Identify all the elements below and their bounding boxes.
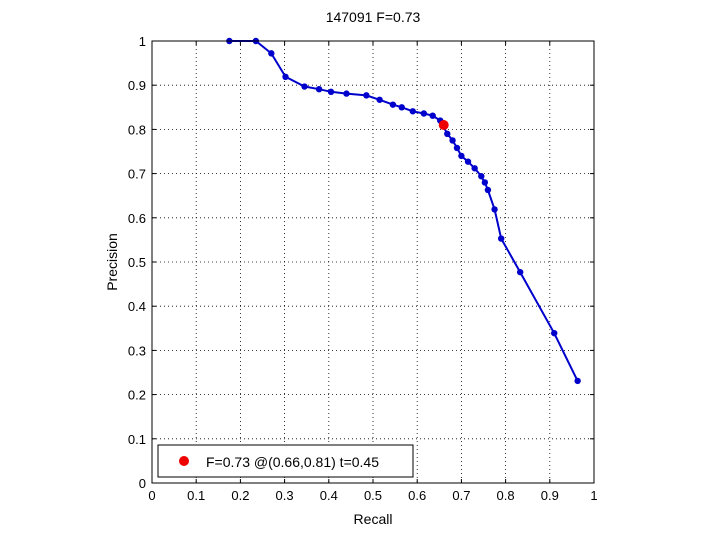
x-tick-label: 0.2 [231,488,249,503]
x-tick-label: 0.3 [276,488,294,503]
pr-point [551,329,558,337]
y-tick-label: 1 [139,34,146,49]
pr-point [449,137,456,144]
pr-point [481,179,489,186]
pr-point [574,377,581,385]
y-tick-label: 0.9 [128,78,146,93]
x-axis-label: Recall [354,511,393,527]
y-tick-label: 0.4 [128,299,146,314]
legend: F=0.73 @(0.66,0.81) t=0.45 [157,444,414,478]
pr-point [343,90,350,97]
pr-point [429,112,436,119]
legend-box [157,444,414,478]
pr-point [282,73,289,81]
pr-point [389,101,397,108]
x-tick-label: 0.8 [497,488,515,503]
x-tick-label: 0.5 [364,488,382,503]
legend-label: F=0.73 @(0.66,0.81) t=0.45 [206,454,379,470]
pr-point [464,158,472,165]
pr-point [409,108,416,115]
pr-point [516,268,524,276]
y-tick-labels: 0 0.1 0.2 0.3 0.4 0.5 0.6 0.7 0.8 0.9 1 [128,34,146,491]
pr-point [484,186,492,194]
pr-point [301,83,308,90]
chart-title: 147091 F=0.73 [326,9,421,25]
pr-point [497,235,505,242]
pr-point [471,165,478,172]
x-tick-label: 0.6 [408,488,426,503]
x-tick-label: 0.4 [320,488,338,503]
pr-point [376,96,383,103]
x-tick-label: 0.9 [541,488,559,503]
x-tick-label: 0.7 [452,488,470,503]
grid-lines [152,41,594,483]
pr-point [398,104,405,111]
y-tick-label: 0.3 [128,343,146,358]
y-tick-label: 0.2 [128,388,146,403]
y-tick-label: 0.1 [128,432,146,447]
y-tick-label: 0.7 [128,167,146,182]
x-tick-label: 0 [148,488,155,503]
pr-point [444,130,451,138]
y-tick-label: 0.6 [128,211,146,226]
pr-point [327,88,335,96]
y-axis-label: Precision [104,233,120,291]
pr-point [453,144,461,152]
pr-point [268,50,275,57]
y-tick-label: 0.5 [128,255,146,270]
x-tick-label: 1 [590,488,597,503]
pr-point [458,152,465,160]
pr-point [491,206,498,213]
pr-point [363,92,370,99]
x-tick-labels: 0 0.1 0.2 0.3 0.4 0.5 0.6 0.7 0.8 0.9 1 [148,488,597,503]
legend-marker [179,456,189,466]
plot-frame [151,40,595,484]
pr-point [478,173,485,180]
pr-point [315,85,323,93]
best-f-point [438,119,449,130]
y-tick-label: 0 [139,476,146,491]
pr-point [420,110,428,117]
y-tick-label: 0.8 [128,122,146,137]
x-tick-label: 0.1 [187,488,205,503]
